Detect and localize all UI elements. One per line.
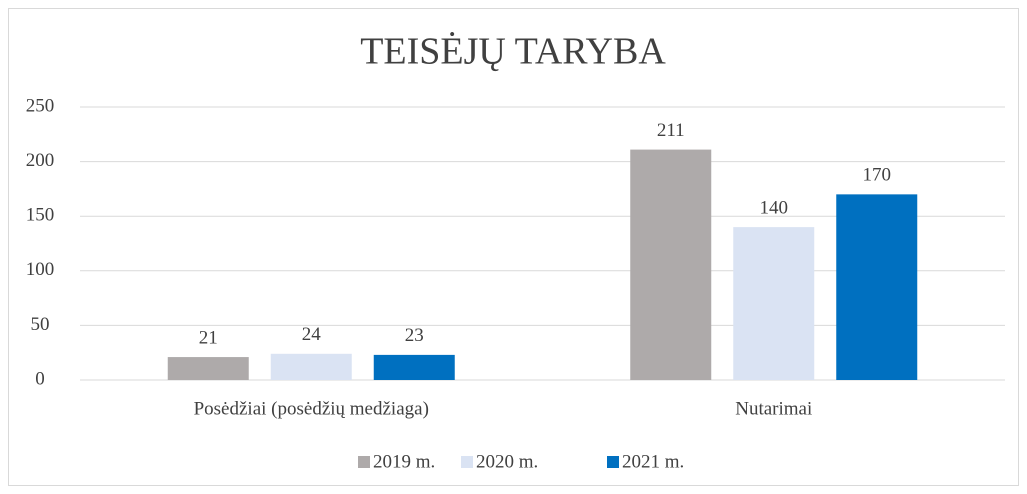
legend-swatch (461, 456, 473, 468)
y-tick-label: 250 (26, 95, 55, 116)
data-label: 211 (657, 120, 685, 141)
bar (836, 194, 918, 380)
y-tick-label: 150 (26, 205, 55, 226)
data-label: 21 (199, 327, 218, 348)
bar (373, 354, 455, 380)
data-label: 140 (760, 197, 789, 218)
y-tick-label: 100 (26, 259, 55, 280)
legend-swatch (358, 456, 370, 468)
data-label: 23 (405, 325, 424, 346)
y-tick-label: 200 (26, 150, 55, 171)
x-tick-label: Posėdžiai (posėdžių medžiaga) (194, 398, 429, 419)
data-label: 170 (863, 165, 892, 186)
y-tick-label: 50 (31, 314, 50, 335)
legend-swatch (607, 456, 619, 468)
data-label: 24 (302, 324, 322, 345)
legend-label: 2020 m. (476, 451, 538, 472)
legend-label: 2021 m. (622, 451, 684, 472)
y-tick-label: 0 (35, 368, 45, 389)
bar (733, 227, 815, 380)
legend-label: 2019 m. (373, 451, 435, 472)
bar (270, 353, 352, 380)
chart-title: TEISĖJŲ TARYBA (360, 31, 666, 73)
bar (630, 149, 712, 380)
x-tick-label: Nutarimai (735, 398, 812, 419)
bar (167, 357, 249, 380)
